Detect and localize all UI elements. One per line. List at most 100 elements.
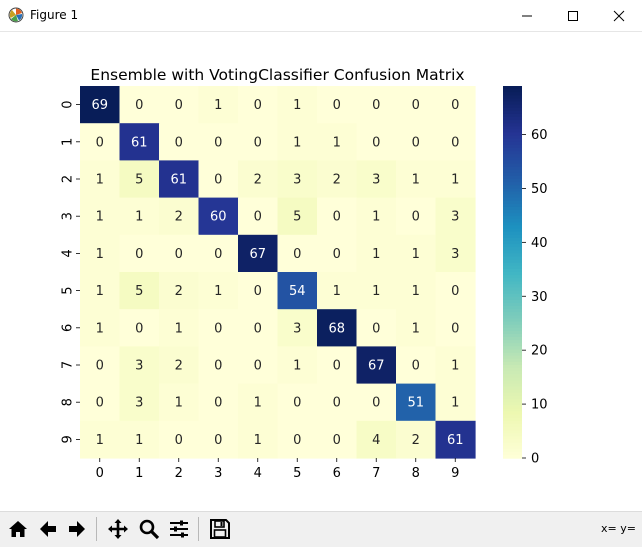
heatmap-cell [198,420,239,459]
colorbar-segment [503,113,522,118]
home-button[interactable] [5,516,31,542]
colorbar-segment [503,303,522,307]
heatmap-cell [159,86,200,124]
colorbar-segment [503,284,522,289]
heatmap-cell [159,123,200,161]
cell-value-label: 1 [372,210,380,225]
colorbar-segment [503,151,522,155]
heatmap-cell [238,383,279,422]
colorbar-segment [503,408,522,413]
arrow-left-icon [40,521,56,537]
heatmap-cell [317,234,358,273]
cell-value-label: 0 [135,98,143,113]
colorbar-segment [503,445,522,450]
cell-value-label: 3 [135,396,143,411]
heatmap-cell [80,234,121,273]
forward-button[interactable] [64,516,90,542]
colorbar-segment [503,334,522,338]
y-tick-label: 2 [61,175,76,183]
colorbar-segment [503,268,522,273]
colorbar-segment [503,203,522,208]
move-icon [108,519,128,539]
heatmap-cell [238,234,279,273]
zoom-button[interactable] [136,516,162,542]
cell-value-label: 0 [451,98,459,113]
window-titlebar: Figure 1 [0,0,642,32]
y-tick-label: 3 [61,212,76,220]
x-tick-label: 4 [254,466,262,481]
close-button[interactable] [596,0,642,31]
colorbar-segment [503,231,522,236]
colorbar-segment [503,182,522,186]
cell-value-label: 69 [91,98,108,113]
maximize-button[interactable] [550,0,596,31]
heatmap-cell [317,272,358,310]
heatmap-cell [356,234,397,273]
colorbar-segment [503,191,522,196]
colorbar-segment [503,110,522,115]
heatmap-cell [356,383,397,422]
heatmap-cell [198,346,239,385]
cell-value-label: 0 [254,321,262,336]
heatmap-cell [119,309,160,347]
colorbar-segment [503,430,522,434]
back-button[interactable] [35,516,61,542]
x-tick-label: 2 [175,466,183,481]
figure-canvas[interactable]: Ensemble with VotingClassifier Confusion… [0,32,642,510]
cell-value-label: 68 [328,321,345,336]
cell-value-label: 0 [214,173,222,188]
colorbar-segment [503,306,522,310]
heatmap-cell [277,272,318,310]
cell-value-label: 51 [407,396,424,411]
configure-subplots-button[interactable] [166,516,192,542]
y-tick-label: 6 [61,324,76,332]
cell-value-label: 2 [254,173,262,188]
cell-value-label: 1 [96,321,104,336]
colorbar-segment [503,287,522,292]
save-button[interactable] [207,516,233,542]
heatmap-cell [119,420,160,459]
cell-value-label: 0 [333,247,341,262]
pan-button[interactable] [105,516,131,542]
heatmap-cell [159,197,200,236]
colorbar-segment [503,383,522,388]
heatmap-cell [435,234,476,273]
heatmap-cell [159,234,200,273]
maximize-icon [568,10,578,21]
minimize-button[interactable] [504,0,550,31]
heatmap-cell [317,123,358,161]
colorbar-segment [503,380,522,385]
heatmap-cell [435,383,476,422]
colorbar-segment [503,281,522,286]
colorbar-segment [503,92,522,96]
close-icon [613,10,625,21]
heatmap-cell [435,123,476,161]
colorbar-segment [503,104,522,109]
colorbar-segment [503,442,522,447]
heatmap-cell [119,197,160,236]
y-tick-label: 0 [61,100,76,108]
cell-value-label: 1 [372,284,380,299]
heatmap-cell [435,272,476,310]
colorbar-segment [503,237,522,242]
colorbar-segment [503,324,522,329]
heatmap-cell [356,197,397,236]
colorbar-segment [503,141,522,146]
cell-value-label: 0 [175,247,183,262]
colorbar-segment [503,132,522,137]
colorbar-segment [503,213,522,217]
cell-value-label: 1 [254,396,262,411]
heatmap-cell [317,309,358,347]
cell-value-label: 1 [96,247,104,262]
heatmap-cell [198,309,239,347]
magnifier-icon [139,519,160,540]
heatmap-cell [119,86,160,124]
colorbar-segment [503,312,522,317]
colorbar-segment [503,179,522,183]
heatmap-cell [238,160,279,199]
x-tick-label: 8 [412,466,420,481]
colorbar-segment [503,299,522,304]
x-tick-label: 0 [96,466,104,481]
cell-value-label: 2 [175,284,183,299]
cell-value-label: 0 [333,396,341,411]
